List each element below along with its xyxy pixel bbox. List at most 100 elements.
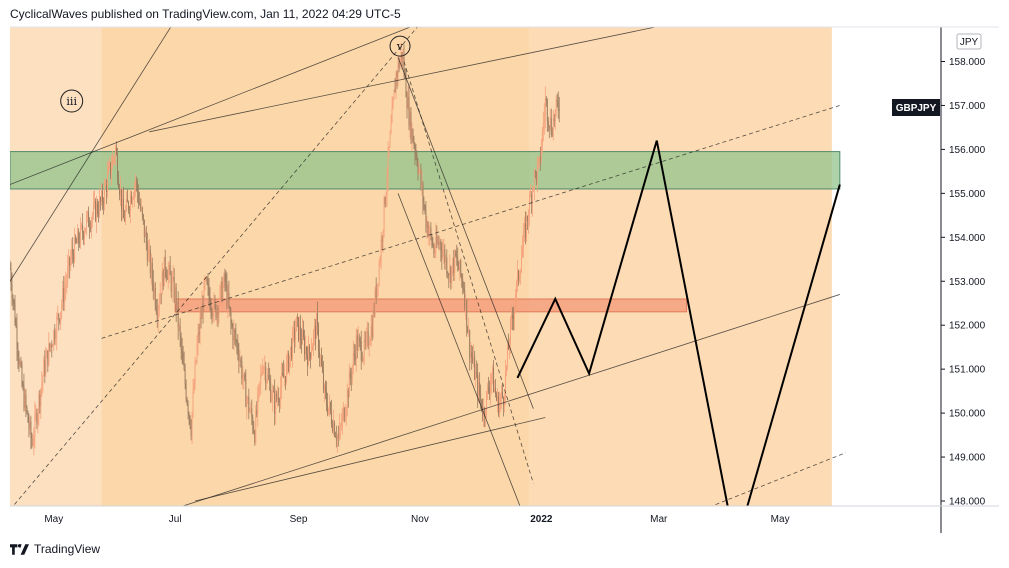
candle-up [409, 112, 411, 126]
candle-down [457, 257, 459, 267]
candle-up [61, 303, 63, 312]
candle-down [10, 268, 11, 269]
candle-up [19, 362, 21, 365]
candle-down [462, 279, 464, 288]
candle-up [511, 315, 512, 321]
candle-up [378, 263, 380, 284]
x-tick-label: May [771, 514, 790, 525]
candle-up [421, 183, 423, 186]
candle-up [542, 122, 544, 131]
candle-up [344, 415, 346, 421]
candle-down [469, 330, 471, 359]
candle-down [82, 224, 84, 233]
candle-down [228, 292, 230, 307]
candle-up [336, 435, 338, 441]
candle-down [16, 325, 18, 349]
dashed-trendline[interactable] [403, 61, 534, 484]
candle-down [495, 388, 497, 395]
tradingview-brand: TradingView [34, 542, 101, 556]
candle-up [510, 320, 511, 344]
candle-down [431, 235, 433, 245]
trendline[interactable] [149, 26, 658, 133]
candle-up [101, 190, 102, 202]
trendline[interactable] [194, 417, 546, 502]
candle-up [393, 89, 395, 100]
candle-up [192, 391, 194, 413]
candle-down [138, 203, 140, 205]
candle-down [358, 338, 360, 340]
candle-up [352, 353, 354, 367]
currency-badge[interactable] [956, 33, 982, 50]
candle-up [520, 257, 522, 272]
candle-down [208, 285, 210, 297]
candle-down [545, 98, 547, 101]
candle-up [284, 375, 286, 378]
candle-down [472, 357, 474, 362]
candle-up [494, 388, 496, 393]
candle-down [54, 330, 56, 340]
tradingview-footer[interactable]: TradingView [10, 542, 100, 556]
trendline[interactable] [10, 26, 172, 282]
candle-down [558, 109, 560, 111]
candle-down [169, 265, 171, 276]
candle-down [252, 417, 254, 430]
candle-down [232, 326, 234, 341]
projection-path[interactable] [516, 140, 841, 510]
dashed-trendline[interactable] [10, 26, 418, 509]
candle-down [186, 399, 188, 404]
candle-down [423, 201, 425, 206]
candle-down [225, 281, 227, 283]
candle-up [411, 129, 413, 141]
candle-down [551, 134, 553, 136]
candle-down [300, 326, 301, 340]
candle-up [115, 147, 116, 158]
candle-up [172, 276, 174, 279]
candle-up [541, 130, 543, 148]
candle-up [308, 346, 309, 366]
candle-down [291, 346, 293, 359]
candle-up [429, 228, 431, 234]
candle-up [312, 345, 313, 351]
dashed-trendline[interactable] [101, 105, 840, 339]
candle-down [116, 147, 117, 155]
candle-down [166, 275, 168, 280]
candle-up [532, 188, 534, 190]
trendline[interactable] [171, 294, 840, 509]
candle-down [17, 348, 19, 357]
candle-up [85, 228, 87, 233]
candle-up [465, 299, 467, 308]
candle-up [53, 330, 55, 346]
candle-down [297, 316, 299, 318]
candle-down [444, 249, 446, 263]
x-tick-label: Sep [290, 514, 308, 525]
candle-up [452, 258, 454, 266]
candle-up [60, 311, 62, 323]
candle-down [453, 258, 455, 273]
candle-down [524, 223, 526, 238]
candle-up [473, 356, 475, 362]
support-resistance-zone-green[interactable] [10, 151, 841, 190]
candle-down [432, 244, 434, 247]
candle-up [419, 169, 421, 171]
candle-down [122, 198, 124, 219]
candle-up [195, 360, 197, 364]
candle-down [553, 118, 555, 122]
candle-up [468, 330, 470, 333]
candle-down [173, 276, 175, 300]
trendline[interactable] [397, 193, 521, 509]
candle-up [41, 382, 43, 390]
dashed-trendline[interactable] [703, 452, 846, 510]
candle-down [364, 339, 366, 343]
candle-down [269, 378, 271, 383]
candle-down [12, 298, 14, 300]
candle-down [438, 242, 440, 245]
candle-down [36, 412, 38, 425]
trendline[interactable] [10, 26, 412, 185]
price-chart[interactable]: iii v 148.000 149.000 150.000 151.000 152.000… [0, 0, 1009, 540]
candle-down [384, 197, 386, 205]
candle-down [330, 410, 332, 425]
candle-down [333, 422, 335, 436]
candle-up [38, 394, 40, 414]
candle-down [179, 325, 181, 337]
candle-up [104, 184, 105, 204]
